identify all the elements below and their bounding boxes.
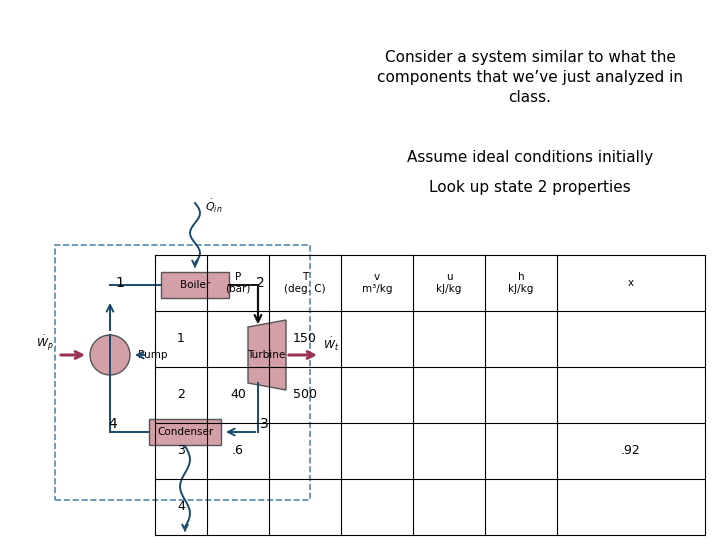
Polygon shape: [248, 320, 286, 390]
Text: Boiler: Boiler: [180, 280, 210, 290]
Text: u
kJ/kg: u kJ/kg: [436, 272, 462, 294]
Text: 4: 4: [177, 501, 185, 514]
Text: 40: 40: [230, 388, 246, 402]
Text: 2: 2: [256, 276, 265, 290]
Text: 1: 1: [177, 333, 185, 346]
Text: $\dot{Q}_{in}$: $\dot{Q}_{in}$: [205, 198, 222, 215]
Text: Turbine: Turbine: [247, 350, 285, 360]
Text: P
(bar): P (bar): [225, 272, 251, 294]
Text: T
(deg. C): T (deg. C): [284, 272, 326, 294]
Text: h
kJ/kg: h kJ/kg: [508, 272, 534, 294]
Text: Look up state 2 properties: Look up state 2 properties: [429, 180, 631, 195]
Text: 150: 150: [293, 333, 317, 346]
Text: 3: 3: [177, 444, 185, 457]
Text: .6: .6: [232, 444, 244, 457]
Text: 500: 500: [293, 388, 317, 402]
Text: Assume ideal conditions initially: Assume ideal conditions initially: [407, 150, 653, 165]
Bar: [55, 245, 310, 500]
Text: 3: 3: [260, 417, 269, 431]
Text: 1: 1: [115, 276, 124, 290]
Text: $\dot{W}_p$: $\dot{W}_p$: [36, 333, 54, 353]
Text: 2: 2: [177, 388, 185, 402]
Text: x: x: [628, 278, 634, 288]
Text: Pump: Pump: [138, 350, 168, 360]
Bar: [161, 272, 229, 298]
Text: v
m³/kg: v m³/kg: [361, 272, 392, 294]
Bar: [149, 419, 221, 445]
Circle shape: [90, 335, 130, 375]
Text: Consider a system similar to what the
components that we’ve just analyzed in
cla: Consider a system similar to what the co…: [377, 50, 683, 105]
Text: 4: 4: [108, 417, 117, 431]
Text: $\dot{W}_t$: $\dot{W}_t$: [323, 336, 339, 353]
Text: .92: .92: [621, 444, 641, 457]
Text: Condenser: Condenser: [157, 427, 213, 437]
